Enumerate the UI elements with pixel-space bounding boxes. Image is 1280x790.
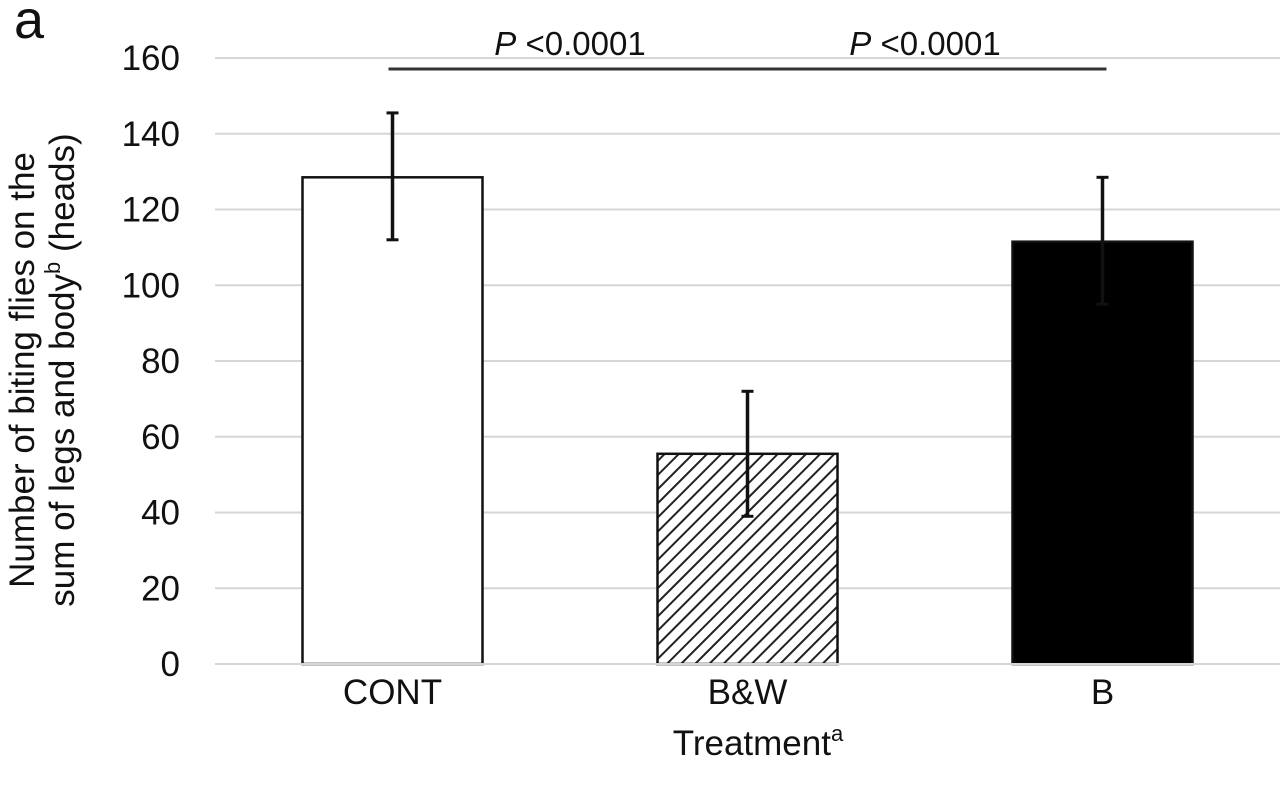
y-axis-title-line2: sum of legs and bodyb (heads) bbox=[40, 133, 82, 606]
x-tick-label: B bbox=[1091, 673, 1114, 712]
y-axis-title-line2-superscript: b bbox=[40, 262, 65, 274]
y-tick-label: 80 bbox=[141, 342, 180, 381]
significance-annotation: P <0.0001 bbox=[388, 25, 752, 71]
error-bar bbox=[741, 389, 754, 518]
y-tick-label: 0 bbox=[161, 645, 180, 684]
bar bbox=[1011, 240, 1194, 666]
y-tick-label: 120 bbox=[122, 191, 180, 230]
y-tick-label: 40 bbox=[141, 494, 180, 533]
x-axis-title-text: Treatment bbox=[673, 724, 831, 763]
error-bars bbox=[386, 111, 1109, 518]
x-tick-label: CONT bbox=[343, 673, 442, 712]
x-tick-labels: CONT B&W B bbox=[343, 673, 1114, 712]
y-tick-label: 20 bbox=[141, 569, 180, 608]
significance-label: P <0.0001 bbox=[494, 25, 645, 62]
panel-label: a bbox=[14, 0, 45, 50]
x-tick-label: B&W bbox=[708, 673, 788, 712]
error-bar bbox=[386, 111, 399, 242]
significance-annotation: P <0.0001 bbox=[743, 25, 1107, 71]
y-tick-label: 160 bbox=[122, 39, 180, 78]
significance-label: P <0.0001 bbox=[849, 25, 1000, 62]
x-axis-title-superscript: a bbox=[831, 721, 844, 746]
bar bbox=[301, 176, 484, 666]
y-axis-title-line1: Number of biting flies on the bbox=[3, 152, 42, 588]
y-tick-label: 60 bbox=[141, 418, 180, 457]
y-axis-title-line2-text: sum of legs and body bbox=[43, 273, 82, 606]
y-tick-label: 100 bbox=[122, 266, 180, 305]
error-bar bbox=[1096, 175, 1109, 306]
y-axis-title-line2-suffix: (heads) bbox=[43, 133, 82, 261]
y-tick-label: 140 bbox=[122, 115, 180, 154]
significance-annotations: P <0.0001 P <0.0001 bbox=[388, 25, 1107, 71]
y-axis-title: Number of biting flies on the sum of leg… bbox=[3, 133, 82, 606]
y-tick-labels: 0 20 40 60 80 100 120 140 160 bbox=[122, 39, 180, 684]
x-axis-title: Treatmenta bbox=[673, 721, 844, 763]
